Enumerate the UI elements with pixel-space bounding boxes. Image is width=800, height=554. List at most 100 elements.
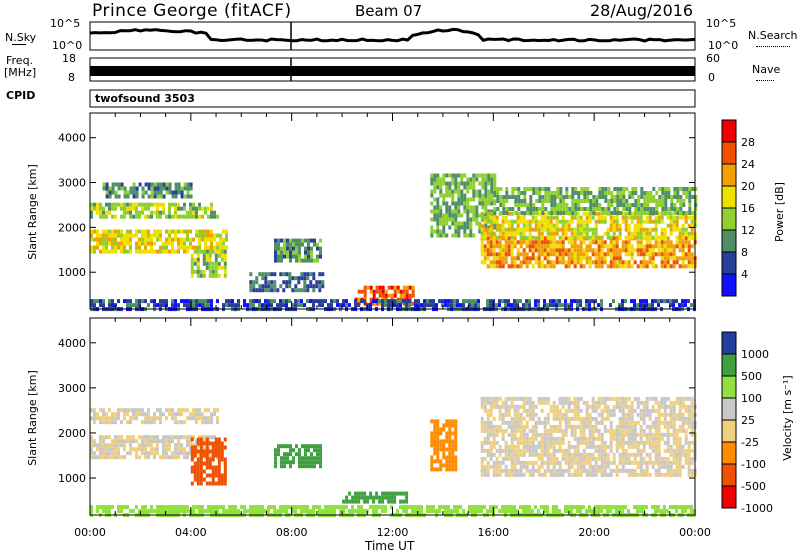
power-echo-cell xyxy=(252,280,256,285)
velocity-echo-cell xyxy=(180,435,183,440)
velocity-echo-cell xyxy=(594,456,598,461)
power-echo-cell xyxy=(666,236,670,241)
velocity-echo-cell xyxy=(199,449,203,454)
power-echo-cell xyxy=(147,206,150,211)
power-echo-cell xyxy=(174,214,177,219)
power-echo-cell xyxy=(573,244,577,249)
velocity-echo-cell xyxy=(171,416,174,421)
power-echo-cell xyxy=(363,285,367,290)
velocity-echo-cell xyxy=(111,443,114,448)
velocity-echo-cell xyxy=(594,420,598,425)
velocity-echo-cell xyxy=(591,436,595,441)
power-echo-cell xyxy=(678,303,681,308)
power-echo-cell xyxy=(489,303,492,308)
power-echo-cell xyxy=(114,241,117,246)
velocity-echo-cell xyxy=(609,460,613,465)
velocity-echo-cell xyxy=(564,432,568,437)
power-echo-cell xyxy=(366,285,370,290)
velocity-echo-cell xyxy=(217,473,221,478)
power-echo-cell xyxy=(165,190,169,195)
velocity-echo-cell xyxy=(585,440,589,445)
velocity-echo-cell xyxy=(378,495,382,500)
velocity-echo-cell xyxy=(564,412,568,417)
velocity-echo-cell xyxy=(612,396,616,401)
power-echo-cell xyxy=(663,260,667,265)
power-echo-cell xyxy=(648,219,652,224)
power-echo-cell xyxy=(99,299,102,304)
power-echo-cell xyxy=(439,205,443,210)
velocity-echo-cell xyxy=(192,509,195,514)
velocity-echo-cell xyxy=(519,440,523,445)
power-echo-cell xyxy=(609,215,613,220)
velocity-echo-cell xyxy=(102,447,105,452)
power-echo-cell xyxy=(132,202,135,207)
velocity-echo-cell xyxy=(576,408,580,413)
velocity-echo-cell xyxy=(558,440,562,445)
velocity-echo-cell xyxy=(570,452,574,457)
velocity-echo-cell xyxy=(223,473,227,478)
power-echo-cell xyxy=(672,260,676,265)
velocity-echo-cell xyxy=(492,468,496,473)
velocity-echo-cell xyxy=(174,435,177,440)
power-echo-cell xyxy=(454,217,458,222)
velocity-echo-cell xyxy=(216,505,219,510)
velocity-echo-cell xyxy=(480,428,484,433)
velocity-echo-cell xyxy=(576,400,580,405)
power-echo-cell xyxy=(436,197,440,202)
velocity-echo-cell xyxy=(552,404,556,409)
power-echo-cell xyxy=(442,193,446,198)
power-echo-cell xyxy=(555,227,559,232)
velocity-echo-cell xyxy=(585,452,589,457)
power-echo-cell xyxy=(180,245,183,250)
power-echo-cell xyxy=(210,229,213,234)
power-echo-cell xyxy=(195,299,198,304)
power-ytick-label: 4000 xyxy=(58,132,86,145)
velocity-echo-cell xyxy=(96,505,99,510)
velocity-echo-cell xyxy=(330,505,333,510)
power-echo-cell xyxy=(529,187,533,191)
power-echo-cell xyxy=(225,299,228,304)
velocity-echo-cell xyxy=(561,452,565,457)
velocity-echo-cell xyxy=(283,444,286,449)
power-echo-cell xyxy=(453,299,456,304)
power-echo-cell xyxy=(522,235,526,240)
velocity-echo-cell xyxy=(430,467,434,472)
velocity-echo-cell xyxy=(483,472,487,477)
power-echo-cell xyxy=(601,207,605,211)
power-echo-cell xyxy=(550,199,554,203)
power-echo-cell xyxy=(496,191,500,195)
velocity-colorbar-swatch xyxy=(722,420,736,442)
velocity-echo-cell xyxy=(195,416,198,421)
power-echo-cell xyxy=(570,299,573,304)
power-echo-cell xyxy=(607,211,611,215)
velocity-echo-cell xyxy=(657,440,661,445)
power-echo-cell xyxy=(666,299,669,304)
velocity-echo-cell xyxy=(564,428,568,433)
power-echo-cell xyxy=(192,202,195,207)
power-echo-cell xyxy=(438,299,441,304)
velocity-echo-cell xyxy=(621,436,625,441)
power-echo-cell xyxy=(195,245,198,250)
power-echo-cell xyxy=(193,249,197,254)
velocity-echo-cell xyxy=(525,509,528,514)
velocity-echo-cell xyxy=(354,499,358,504)
velocity-echo-cell xyxy=(285,509,288,514)
velocity-echo-cell xyxy=(687,452,691,457)
power-echo-cell xyxy=(144,233,147,238)
power-echo-cell xyxy=(615,215,619,220)
velocity-echo-cell xyxy=(198,408,201,413)
velocity-echo-cell xyxy=(657,424,661,429)
power-echo-cell xyxy=(504,219,508,224)
power-echo-cell xyxy=(466,189,470,194)
power-echo-cell xyxy=(171,237,174,242)
power-echo-cell xyxy=(214,265,218,270)
power-echo-cell xyxy=(439,229,443,234)
power-echo-cell xyxy=(658,195,662,199)
velocity-echo-cell xyxy=(672,428,676,433)
velocity-echo-cell xyxy=(687,468,691,473)
power-echo-cell xyxy=(177,249,180,254)
power-echo-cell xyxy=(433,217,437,222)
velocity-echo-cell xyxy=(471,505,474,510)
velocity-echo-cell xyxy=(454,463,458,468)
velocity-echo-cell xyxy=(126,408,129,413)
